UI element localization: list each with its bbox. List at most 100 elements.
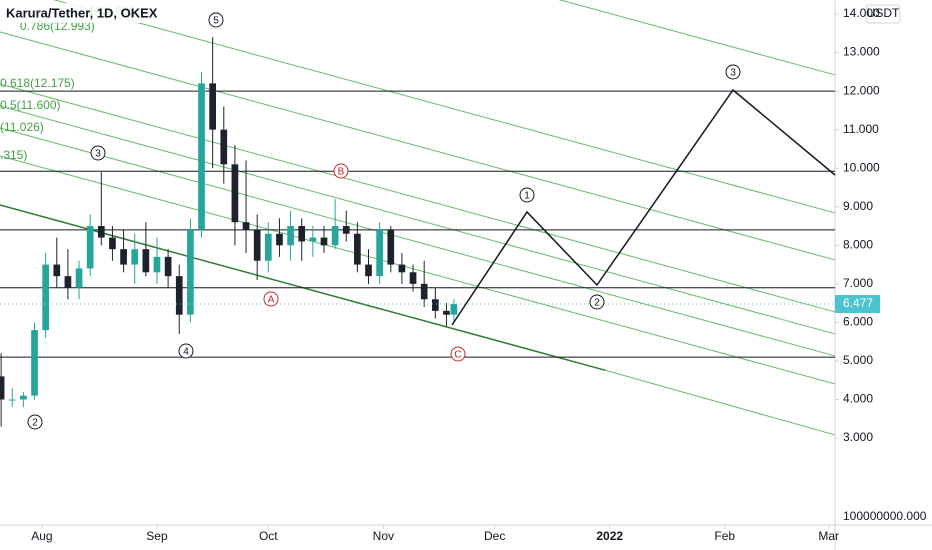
candle-body bbox=[175, 276, 183, 315]
wave-label-circle bbox=[333, 163, 349, 179]
candle-body bbox=[97, 226, 105, 238]
wave-label: B bbox=[338, 167, 345, 178]
candle-body bbox=[0, 376, 5, 400]
y-tick-label: 8.000 bbox=[843, 237, 873, 251]
wave-label-circle bbox=[725, 64, 741, 80]
y-tick-label: 7.000 bbox=[843, 276, 873, 290]
wave-label-circle bbox=[178, 343, 194, 359]
y-tick-label: 3.000 bbox=[843, 430, 873, 444]
title-backdrop bbox=[0, 3, 148, 23]
candle-body bbox=[153, 256, 161, 273]
candle-body bbox=[320, 237, 328, 246]
candle-body bbox=[31, 330, 38, 396]
candle-body bbox=[86, 226, 94, 269]
fib-label: 0.5(11.600) bbox=[0, 98, 61, 112]
x-tick-label: Dec bbox=[484, 529, 505, 543]
candle-body bbox=[331, 226, 339, 246]
candle-body bbox=[209, 83, 216, 130]
x-tick-label: Feb bbox=[714, 529, 735, 543]
candle-body bbox=[276, 233, 283, 246]
wave-label-circle bbox=[90, 145, 106, 161]
candle-body bbox=[20, 395, 27, 400]
candle-body bbox=[220, 129, 228, 165]
wave-label: 3 bbox=[95, 149, 101, 160]
fib-channel-line bbox=[0, 31, 836, 261]
candle-body bbox=[42, 264, 49, 331]
y-tick-label: 10.000 bbox=[843, 160, 880, 174]
candle-body bbox=[431, 299, 439, 311]
y-tick-label: 12.000 bbox=[843, 83, 880, 97]
candle-body bbox=[365, 264, 372, 277]
fib-label: 0.618(12.175) bbox=[0, 76, 75, 90]
wave-label: C bbox=[454, 350, 461, 361]
wave-label: 1 bbox=[524, 191, 530, 202]
fib-label: .315) bbox=[0, 148, 27, 162]
wave-label: 3 bbox=[730, 68, 736, 79]
y-tick-label: 9.000 bbox=[843, 199, 873, 213]
candle-body bbox=[131, 249, 139, 265]
candle-body bbox=[253, 229, 261, 261]
wave-label-circle bbox=[208, 12, 224, 28]
channel-base-ext bbox=[604, 369, 836, 436]
symbol-title: Karura/Tether, 1D, OKEX bbox=[6, 5, 158, 20]
wave-label: 2 bbox=[594, 298, 600, 309]
candle-body bbox=[387, 229, 395, 265]
candle-body bbox=[287, 226, 294, 246]
candle-body bbox=[198, 83, 205, 230]
last-price-tag bbox=[835, 295, 880, 314]
candle-body bbox=[187, 229, 194, 315]
y-tick-label: 13.000 bbox=[843, 45, 880, 59]
candle-body bbox=[8, 399, 16, 401]
fib-channel-line bbox=[0, 155, 836, 385]
fib-channel-line bbox=[558, 0, 836, 76]
candle-body bbox=[53, 264, 61, 277]
y-tick-label: 11.000 bbox=[843, 122, 879, 136]
x-tick-label: Sep bbox=[146, 529, 168, 543]
candle-body bbox=[142, 249, 150, 273]
candle-body bbox=[309, 237, 317, 242]
wave-label-circle bbox=[519, 187, 535, 203]
wave-label-circle bbox=[450, 346, 466, 362]
candle-body bbox=[376, 229, 383, 277]
last-price-label: 6.477 bbox=[843, 296, 873, 310]
fib-label: (11.026) bbox=[0, 120, 44, 134]
candle-body bbox=[450, 304, 458, 315]
candle-body bbox=[64, 276, 72, 288]
candle-body bbox=[354, 233, 361, 265]
candle-body bbox=[109, 237, 116, 250]
wave-label: 4 bbox=[183, 347, 189, 358]
candle-body bbox=[242, 222, 250, 230]
wave-label: 5 bbox=[213, 16, 219, 27]
candle-body bbox=[398, 264, 406, 273]
x-tick-label: Nov bbox=[373, 529, 394, 543]
candle-body bbox=[264, 233, 272, 261]
wave-label: A bbox=[268, 295, 275, 306]
candle-body bbox=[298, 226, 306, 242]
currency-button[interactable] bbox=[865, 4, 901, 24]
y-tick-label: 5.000 bbox=[843, 353, 873, 367]
wave-label-circle bbox=[27, 414, 43, 430]
volume-axis-label: 100000000.000 bbox=[843, 509, 927, 523]
candle-body bbox=[409, 272, 417, 284]
y-tick-label: 14.000 bbox=[843, 6, 880, 20]
y-tick-label: 6.000 bbox=[843, 315, 873, 329]
candle-body bbox=[443, 310, 450, 315]
fib-channel-line bbox=[0, 127, 836, 357]
candle-body bbox=[342, 226, 350, 234]
candle-body bbox=[231, 164, 239, 223]
wave-label-circle bbox=[263, 291, 279, 307]
candle-body bbox=[420, 283, 428, 300]
candle-body bbox=[164, 256, 172, 277]
candle-body bbox=[120, 249, 127, 265]
x-tick-label: Aug bbox=[31, 529, 52, 543]
wave-label-circle bbox=[589, 294, 605, 310]
candle-body bbox=[75, 268, 83, 288]
y-tick-label: 4.000 bbox=[843, 392, 873, 406]
fib-channel-line bbox=[0, 105, 836, 335]
x-tick-label: Oct bbox=[259, 529, 278, 543]
wave-projection bbox=[451, 88, 836, 326]
fib-channel-line bbox=[0, 83, 836, 313]
currency-label: USDT bbox=[867, 6, 900, 20]
